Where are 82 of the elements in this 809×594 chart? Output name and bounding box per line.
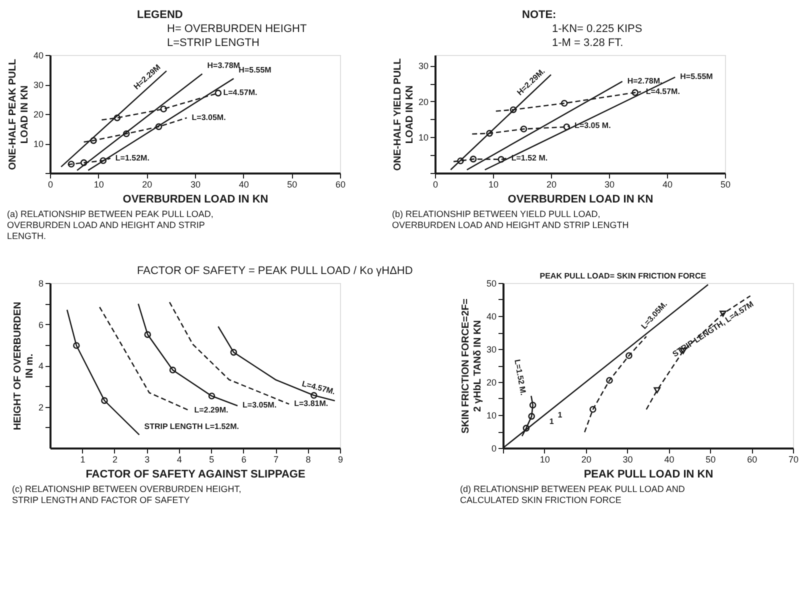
y-tick-label: 10 [33, 139, 44, 149]
y-tick-label: 4 [38, 361, 44, 371]
y-axis-title: SKIN FRICTION FORCE=2F= 2 γHbL TANδ IN KN [460, 298, 484, 434]
y-tick-label: 20 [486, 378, 496, 388]
y-tick-label: 8 [38, 278, 44, 288]
y-axis-title: ONE-HALF PEAK PULL LOAD IN KN [7, 58, 30, 170]
series-label: L=1.52 M. [511, 153, 548, 162]
x-tick-label: 20 [142, 180, 152, 190]
x-tick-label: 9 [338, 454, 344, 464]
text: (d) RELATIONSHIP BETWEEN PEAK PULL LOAD AND CALCULATED SKIN FRICTION FORCE [460, 484, 686, 505]
y-tick-label: 0 [491, 444, 496, 454]
series-label: PEAK PULL LOAD= SKIN FRICTION FORCE [540, 272, 707, 281]
y-tick-label: 30 [418, 61, 428, 72]
y-tick-label: 10 [486, 410, 496, 420]
series-label: L=1.52M. [115, 153, 150, 162]
y-tick-label: 40 [33, 50, 44, 60]
text: 1-KN= 0.225 KIPS [552, 23, 642, 35]
x-axis-title: PEAK PULL LOAD IN KN [584, 468, 714, 480]
x-tick-label: 70 [788, 454, 799, 464]
series-label: L=3.05M. [242, 400, 277, 410]
series-label: L=3.81M. [294, 399, 328, 408]
annotation: 1 [558, 410, 563, 420]
text: (a) RELATIONSHIP BETWEEN PEAK PULL LOAD, OVERBURDEN LOAD AND HEIGHT AND STRIP LENGTH. [6, 209, 214, 241]
x-tick-label: 50 [706, 454, 716, 464]
y-tick-label: 30 [486, 344, 496, 354]
x-tick-label: 60 [747, 454, 758, 464]
text: L=1.52 M. [512, 358, 528, 396]
series-label: L=2.29M. [194, 405, 228, 414]
x-tick-label: 0 [48, 180, 54, 190]
text: NOTE: [522, 9, 556, 21]
y-tick-label: 50 [486, 278, 496, 288]
x-tick-label: 40 [664, 454, 674, 464]
x-axis-title: OVERBURDEN LOAD IN KN [122, 194, 268, 206]
y-tick-label: 10 [418, 132, 428, 143]
y-tick-label: 20 [33, 110, 44, 120]
y-tick-label: 40 [486, 312, 496, 322]
x-tick-label: 40 [238, 180, 249, 190]
x-tick-label: 40 [662, 180, 673, 190]
y-axis-title: HEIGHT OF OVERBURDEN IN m. [12, 302, 36, 430]
x-tick-label: 30 [190, 180, 201, 190]
series-label: L=3.05M. [192, 112, 226, 122]
x-tick-label: 2 [112, 454, 118, 464]
x-tick-label: 8 [306, 454, 311, 464]
text: 1-M = 3.28 FT. [552, 37, 624, 49]
x-tick-label: 10 [540, 454, 550, 464]
x-tick-label: 20 [546, 180, 557, 190]
text: LEGEND [137, 9, 183, 21]
y-tick-label: 30 [33, 80, 44, 90]
text: H= OVERBURDEN HEIGHT [167, 23, 307, 35]
x-tick-label: 30 [622, 454, 633, 464]
x-tick-label: 1 [80, 454, 86, 464]
text: L=STRIP LENGTH [167, 37, 260, 49]
x-axis-title: FACTOR OF SAFETY AGAINST SLIPPAGE [86, 468, 306, 480]
series-label: H=5.55M [238, 66, 272, 75]
series-label: H=3.78M [207, 60, 240, 70]
y-tick-label: 20 [418, 96, 428, 107]
x-tick-label: 6 [241, 454, 246, 464]
x-tick-label: 4 [176, 454, 182, 464]
y-tick-label: 6 [38, 320, 44, 330]
x-tick-label: 3 [144, 454, 150, 464]
x-tick-label: 30 [604, 180, 615, 190]
series-label: H=5.55M [680, 72, 714, 82]
x-tick-label: 0 [432, 180, 438, 190]
x-axis-title: OVERBURDEN LOAD IN KN [508, 194, 654, 206]
text: FACTOR OF SAFETY = PEAK PULL LOAD / Ko γHΔHD [137, 265, 413, 277]
x-tick-label: 50 [287, 180, 298, 190]
series-label: L=3.05 M. [574, 120, 611, 130]
x-tick-label: 7 [274, 454, 279, 464]
x-tick-label: 10 [94, 180, 104, 190]
x-tick-label: 50 [720, 180, 731, 190]
series-label: H=2.78M. [627, 76, 662, 86]
series-label: L=4.57M. [223, 88, 258, 98]
x-tick-label: 60 [335, 180, 346, 190]
annotation: 1 [549, 417, 554, 426]
y-axis-title: ONE-HALF YIELD PULL LOAD IN KN [392, 58, 416, 171]
x-tick-label: 5 [209, 454, 214, 464]
text: (b) RELATIONSHIP BETWEEN YIELD PULL LOAD, OVERBURDEN LOAD AND HEIGHT AND STRIP LENGTH [392, 209, 629, 230]
series-label: L=4.57M. [646, 86, 680, 96]
y-tick-label: 2 [38, 402, 44, 412]
x-tick-label: 20 [581, 454, 592, 464]
series-label: STRIP LENGTH L=1.52M. [144, 422, 240, 431]
text: (c) RELATIONSHIP BETWEEN OVERBURDEN HEIGHT, STRIP LENGTH AND FACTOR OF SAFETY [12, 484, 242, 505]
